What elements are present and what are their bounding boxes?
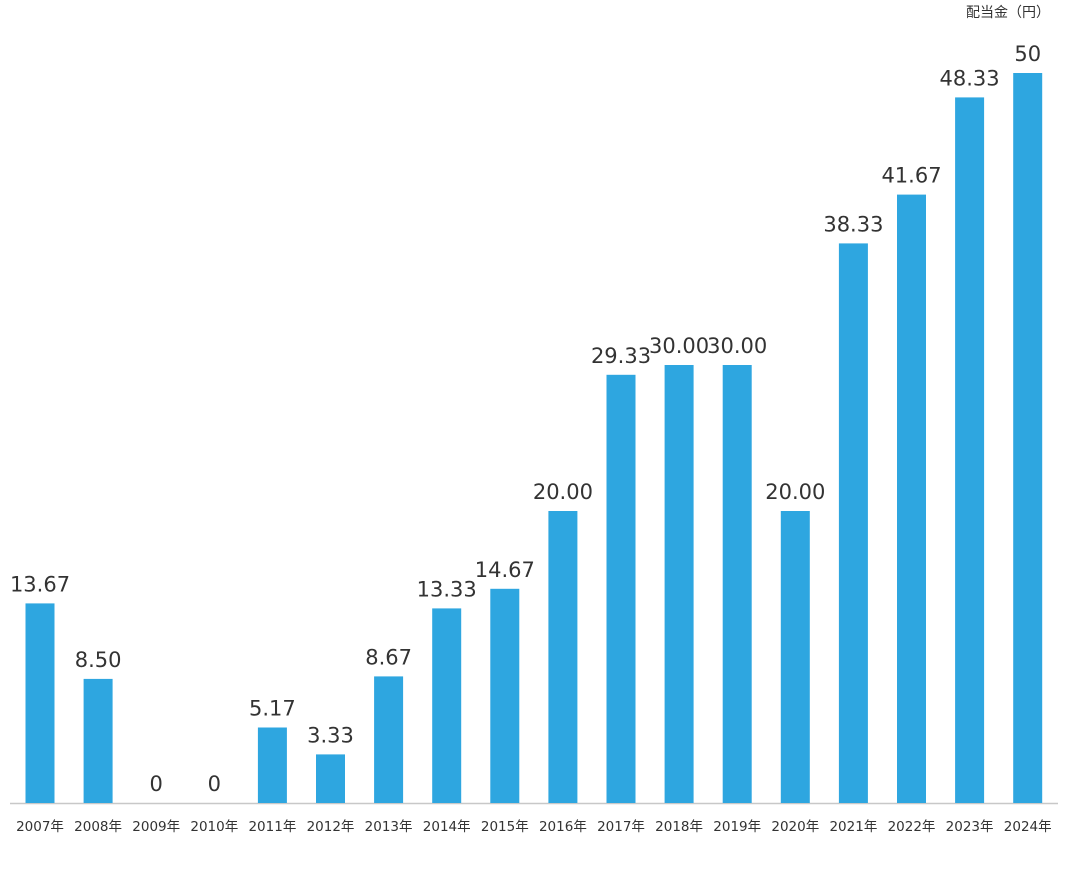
x-tick-label: 2014年 [423, 819, 471, 835]
x-tick-label: 2008年 [74, 819, 122, 835]
bar [606, 374, 636, 803]
data-label: 13.33 [417, 577, 477, 601]
bar [83, 678, 113, 803]
bar [257, 727, 287, 803]
data-label: 29.33 [591, 344, 651, 368]
data-label: 8.67 [365, 645, 412, 669]
x-tick-label: 2009年 [132, 819, 180, 835]
bar [374, 676, 404, 803]
data-label: 5.17 [249, 697, 296, 721]
bar [25, 603, 55, 803]
bar [780, 511, 810, 803]
data-label: 20.00 [533, 480, 593, 504]
x-tick-label: 2023年 [946, 819, 994, 835]
x-tick-label: 2010年 [190, 819, 238, 835]
x-tick-label: 2016年 [539, 819, 587, 835]
x-tick-label: 2018年 [655, 819, 703, 835]
data-label: 20.00 [765, 480, 825, 504]
bar [897, 194, 926, 804]
bar [490, 588, 520, 803]
x-tick-label: 2017年 [597, 819, 645, 835]
unit-label: 配当金（円） [966, 5, 1050, 21]
data-label: 48.33 [940, 66, 1000, 90]
data-label: 0 [208, 772, 221, 796]
bar [664, 365, 694, 803]
x-tick-label: 2019年 [713, 819, 761, 835]
x-tick-label: 2007年 [16, 819, 64, 835]
x-tick-label: 2022年 [888, 819, 936, 835]
x-tick-label: 2021年 [829, 819, 877, 835]
x-tick-label: 2015年 [481, 819, 529, 835]
data-label: 8.50 [75, 648, 122, 672]
data-label: 0 [150, 772, 163, 796]
data-label: 13.67 [10, 572, 70, 596]
bar [722, 365, 752, 803]
data-label: 3.33 [307, 723, 354, 747]
data-label: 14.67 [475, 558, 535, 582]
bar [1013, 73, 1043, 803]
x-tick-label: 2013年 [365, 819, 413, 835]
data-label: 50 [1014, 42, 1041, 66]
x-tick-label: 2024年 [1004, 819, 1052, 835]
data-label: 38.33 [823, 212, 883, 236]
x-tick-label: 2011年 [248, 819, 296, 835]
bar [432, 608, 462, 803]
bar [548, 511, 578, 803]
bar [955, 97, 985, 803]
data-label: 41.67 [881, 164, 941, 188]
bar [316, 754, 345, 803]
bar [838, 243, 868, 803]
data-label: 30.00 [707, 334, 767, 358]
data-label: 30.00 [649, 334, 709, 358]
x-tick-label: 2020年 [771, 819, 819, 835]
x-tick-label: 2012年 [307, 819, 355, 835]
